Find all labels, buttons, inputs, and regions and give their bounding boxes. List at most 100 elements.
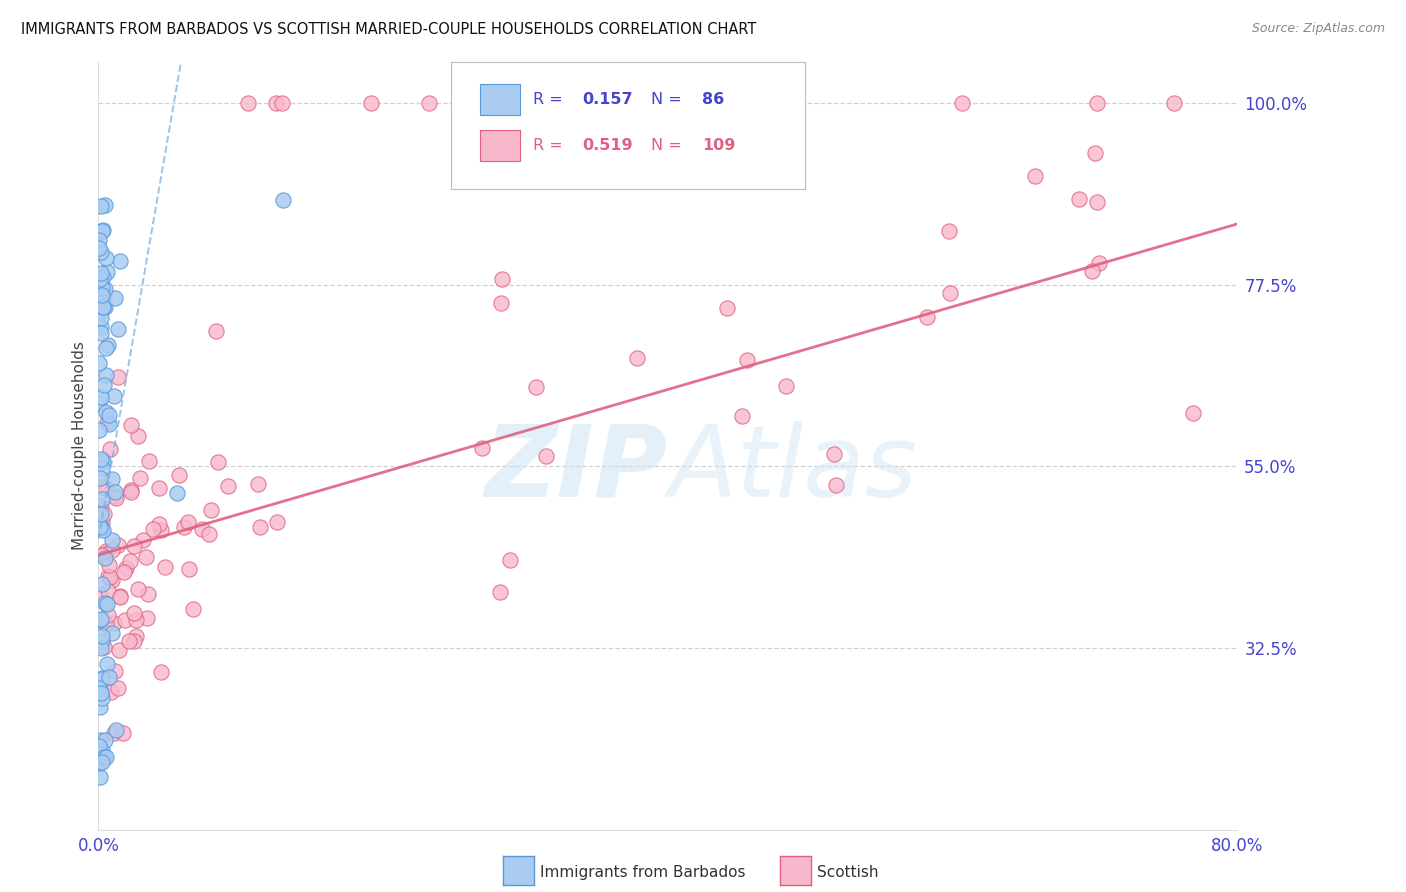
Point <box>114 561 136 575</box>
Point <box>107 369 129 384</box>
Point <box>120 484 142 499</box>
Point <box>112 725 135 739</box>
Point <box>91 743 114 757</box>
Point <box>107 538 129 552</box>
Point <box>915 310 938 325</box>
Point <box>94 596 117 610</box>
Point <box>148 481 170 495</box>
Point <box>93 547 115 561</box>
Point <box>96 265 118 279</box>
Point <box>93 198 115 212</box>
Point <box>108 254 131 268</box>
Point <box>94 733 117 747</box>
Point <box>103 388 125 402</box>
Point <box>731 409 754 423</box>
Point <box>735 353 758 368</box>
Point <box>127 582 149 596</box>
Point <box>94 341 117 355</box>
Point <box>90 507 112 521</box>
Point <box>91 629 114 643</box>
Point <box>191 522 214 536</box>
Point <box>626 351 648 366</box>
Point <box>125 613 148 627</box>
Point <box>950 95 973 110</box>
Point <box>124 634 146 648</box>
Point <box>200 503 222 517</box>
Point <box>90 281 112 295</box>
Point <box>135 549 157 564</box>
Point <box>98 558 121 573</box>
Point <box>499 553 522 567</box>
Point <box>150 523 173 537</box>
Point <box>93 282 115 296</box>
Point <box>489 296 512 310</box>
Point <box>101 472 124 486</box>
Point <box>89 700 111 714</box>
Point <box>89 356 111 370</box>
Point <box>775 378 797 392</box>
Point <box>120 483 142 498</box>
Point <box>89 471 111 485</box>
Point <box>104 490 127 504</box>
Point <box>97 583 120 598</box>
Text: 0.519: 0.519 <box>582 137 633 153</box>
Point <box>136 587 159 601</box>
Point <box>198 526 221 541</box>
Point <box>91 453 114 467</box>
Point <box>489 585 512 599</box>
Point <box>179 562 201 576</box>
Point <box>1163 95 1185 110</box>
Point <box>1081 263 1104 277</box>
Point <box>89 681 111 695</box>
Point <box>148 517 170 532</box>
Point <box>524 380 547 394</box>
Text: Immigrants from Barbados: Immigrants from Barbados <box>540 865 745 880</box>
Point <box>101 625 124 640</box>
Point <box>264 95 287 110</box>
Point <box>94 481 117 495</box>
Point <box>107 322 129 336</box>
Point <box>91 224 114 238</box>
Point <box>90 613 112 627</box>
Point <box>207 455 229 469</box>
Point <box>125 629 148 643</box>
Point <box>716 301 738 315</box>
Point <box>104 291 127 305</box>
Point <box>96 657 118 671</box>
Point <box>90 326 112 341</box>
Point <box>823 447 845 461</box>
FancyBboxPatch shape <box>479 130 520 161</box>
Point <box>89 225 111 239</box>
Text: Atlas: Atlas <box>668 420 917 517</box>
Point <box>1067 192 1090 206</box>
Point <box>90 244 112 259</box>
Point <box>166 486 188 500</box>
Point <box>90 641 112 656</box>
Point <box>93 750 115 764</box>
Point <box>270 95 292 110</box>
Point <box>104 491 127 506</box>
Point <box>101 533 124 548</box>
Point <box>90 461 112 475</box>
Point <box>91 516 114 530</box>
Point <box>90 755 112 769</box>
Point <box>89 502 111 516</box>
Point <box>825 478 848 492</box>
Point <box>266 515 288 529</box>
Point <box>1024 169 1046 183</box>
Text: 86: 86 <box>702 92 724 107</box>
Point <box>105 723 128 738</box>
Point <box>94 544 117 558</box>
Point <box>114 613 136 627</box>
Point <box>89 272 111 286</box>
Point <box>91 300 114 314</box>
Point <box>97 569 120 583</box>
Point <box>97 337 120 351</box>
Point <box>89 588 111 602</box>
Point <box>91 288 114 302</box>
Point <box>89 756 111 770</box>
Point <box>167 467 190 482</box>
Point <box>89 739 111 754</box>
Point <box>89 770 111 784</box>
Text: N =: N = <box>651 137 682 153</box>
